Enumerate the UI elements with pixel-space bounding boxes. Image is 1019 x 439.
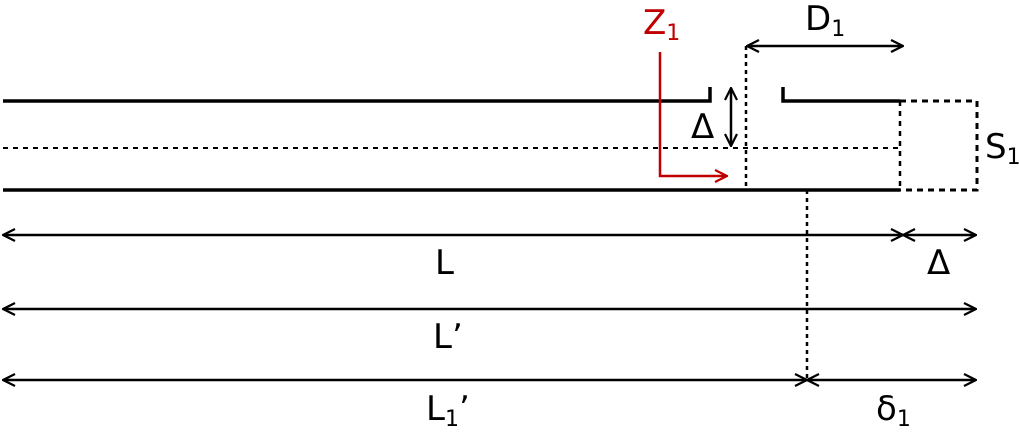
dimension-lines [3,235,976,380]
z1-label: Z1 [643,3,681,46]
l1-prime-label: L1’ [426,389,470,432]
l-prime-label: L’ [433,317,463,357]
pipe [3,87,979,192]
l-label: L [435,243,454,283]
hole-geometry [731,46,903,380]
delta-vertical-label: Δ [691,107,715,147]
end-correction-box [900,99,979,192]
s1-label: S1 [985,127,1019,170]
pipe-top-wall-left [3,87,712,103]
delta-horizontal-label: Δ [927,243,951,283]
pipe-top-wall-right [781,87,900,103]
d1-label: D1 [805,0,846,42]
delta1-label: δ1 [876,389,911,432]
z1-arrow [658,52,727,176]
